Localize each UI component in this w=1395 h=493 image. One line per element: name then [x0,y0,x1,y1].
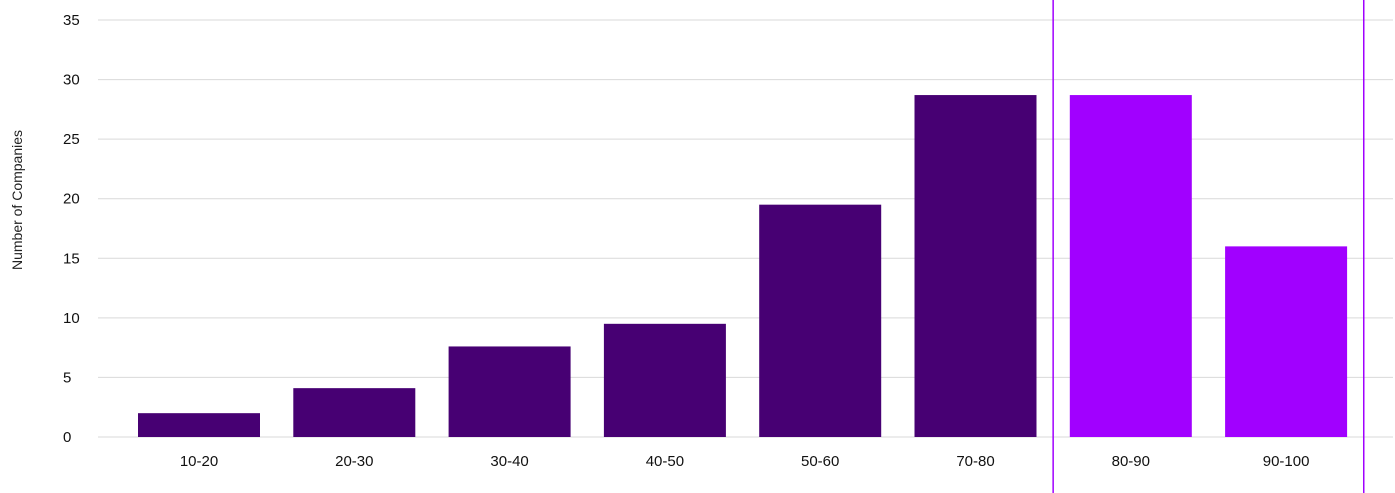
y-tick-label: 10 [63,310,80,327]
bar [293,388,416,437]
y-tick-label: 20 [63,191,80,208]
x-tick-label: 50-60 [801,453,839,470]
bar [138,413,260,437]
x-tick-label: 10-20 [180,453,218,470]
bar [448,346,571,437]
highlighted-bar [1069,95,1192,437]
y-axis-title: Number of Companies [9,130,25,270]
bar [914,95,1037,437]
highlighted-bar [1225,246,1348,437]
y-tick-label: 5 [63,369,71,386]
x-axis-ticks: 10-20 20-30 30-40 40-50 50-60 70-80 80-90 90-10… [180,453,1310,470]
y-tick-label: 35 [63,12,80,29]
y-tick-label: 30 [63,72,80,89]
x-tick-label: 30-40 [490,453,528,470]
gridlines [98,19,1393,438]
x-tick-label: 90-100 [1263,453,1310,470]
x-tick-label: 20-30 [335,453,373,470]
y-tick-label: 25 [63,131,80,148]
x-tick-label: 70-80 [956,453,994,470]
bar [603,323,726,437]
y-axis-ticks: 0 5 10 15 20 25 30 35 [63,12,80,446]
highlight-region [1052,0,1365,493]
x-tick-label: 80-90 [1112,453,1150,470]
y-tick-label: 15 [63,250,80,267]
bar [759,204,882,437]
bars [138,95,1348,437]
x-tick-label: 40-50 [646,453,684,470]
y-tick-label: 0 [63,429,71,446]
